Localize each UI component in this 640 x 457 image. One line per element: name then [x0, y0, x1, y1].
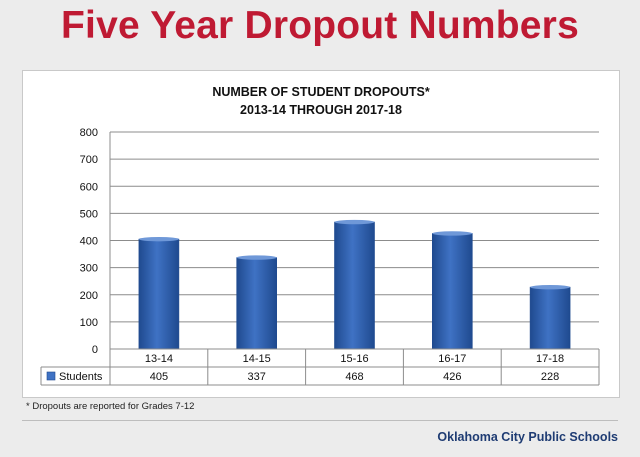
y-tick-label: 700 [80, 154, 98, 166]
y-tick-label: 0 [92, 344, 98, 356]
divider [22, 420, 618, 421]
chart-title: NUMBER OF STUDENT DROPOUTS* 2013-14 THRO… [23, 83, 619, 119]
data-value-label: 228 [541, 371, 559, 383]
category-label: 14-15 [243, 353, 271, 365]
category-label: 16-17 [438, 353, 466, 365]
bar-top [432, 231, 473, 236]
y-tick-label: 400 [80, 236, 98, 248]
data-value-label: 337 [248, 371, 266, 383]
chart-title-line-1: NUMBER OF STUDENT DROPOUTS* [212, 85, 430, 99]
y-tick-label: 300 [80, 263, 98, 275]
y-tick-label: 800 [80, 127, 98, 139]
chart-panel: NUMBER OF STUDENT DROPOUTS* 2013-14 THRO… [22, 70, 620, 398]
bar-top [236, 255, 277, 260]
y-tick-label: 200 [80, 290, 98, 302]
chart-title-line-2: 2013-14 THROUGH 2017-18 [240, 103, 402, 117]
y-tick-label: 500 [80, 208, 98, 220]
bar [529, 286, 571, 350]
bar-top [530, 284, 571, 290]
footnote: * Dropouts are reported for Grades 7-12 [26, 401, 195, 412]
legend-series-label: Students [59, 371, 103, 383]
bar [138, 238, 180, 350]
data-value-label: 405 [150, 371, 168, 383]
category-label: 13-14 [145, 353, 173, 365]
slide-title: Five Year Dropout Numbers [61, 4, 579, 47]
y-tick-label: 600 [80, 181, 98, 193]
organization-name: Oklahoma City Public Schools [437, 430, 618, 444]
legend-swatch [46, 371, 56, 381]
category-label: 15-16 [340, 353, 368, 365]
bar-top [334, 219, 375, 225]
bar [236, 257, 277, 350]
category-label: 17-18 [536, 353, 564, 365]
bar [431, 233, 473, 350]
data-value-label: 426 [443, 371, 461, 383]
bar-chart: 0 100 200 300 400 500 600 700 800 13-14 405 14-15 33… [40, 127, 600, 386]
bar-top [138, 236, 179, 242]
y-tick-label: 100 [80, 317, 98, 329]
bar [334, 221, 375, 350]
data-value-label: 468 [345, 371, 363, 383]
